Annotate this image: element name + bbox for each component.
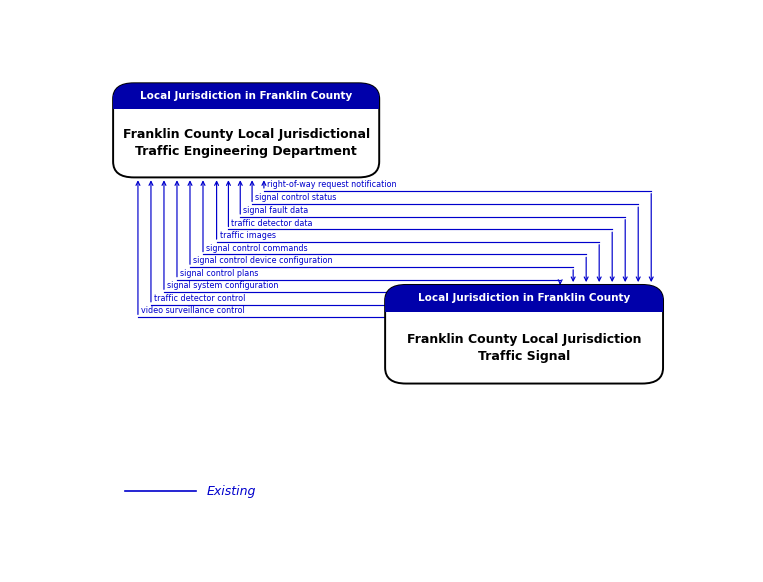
Text: Existing: Existing — [207, 485, 256, 498]
FancyBboxPatch shape — [113, 83, 379, 178]
Text: Local Jurisdiction in Franklin County: Local Jurisdiction in Franklin County — [140, 91, 353, 101]
Text: video surveillance control: video surveillance control — [141, 306, 245, 315]
FancyBboxPatch shape — [385, 285, 663, 311]
Text: traffic detector control: traffic detector control — [154, 294, 245, 303]
Bar — [385, 297, 663, 311]
Text: signal control commands: signal control commands — [206, 244, 307, 253]
Text: signal control plans: signal control plans — [180, 269, 259, 278]
Text: signal control device configuration: signal control device configuration — [193, 256, 333, 265]
Text: traffic images: traffic images — [220, 231, 275, 240]
Text: right-of-way request notification: right-of-way request notification — [267, 180, 396, 189]
FancyBboxPatch shape — [113, 83, 379, 109]
Text: signal fault data: signal fault data — [243, 206, 308, 215]
Text: Franklin County Local Jurisdictional
Traffic Engineering Department: Franklin County Local Jurisdictional Tra… — [123, 128, 370, 158]
Bar — [113, 95, 379, 109]
Text: Local Jurisdiction in Franklin County: Local Jurisdiction in Franklin County — [418, 293, 630, 303]
FancyBboxPatch shape — [385, 285, 663, 384]
Text: signal system configuration: signal system configuration — [167, 281, 278, 290]
Text: signal control status: signal control status — [255, 193, 336, 203]
Text: traffic detector data: traffic detector data — [231, 219, 313, 228]
Text: Franklin County Local Jurisdiction
Traffic Signal: Franklin County Local Jurisdiction Traff… — [407, 332, 642, 363]
